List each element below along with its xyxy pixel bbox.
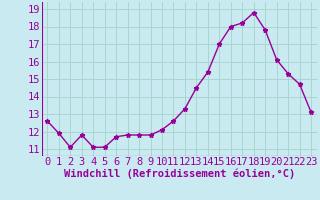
X-axis label: Windchill (Refroidissement éolien,°C): Windchill (Refroidissement éolien,°C) (64, 169, 295, 179)
